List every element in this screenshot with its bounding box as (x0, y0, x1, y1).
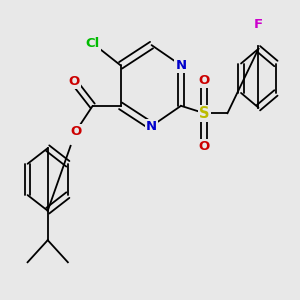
Text: S: S (199, 106, 209, 121)
Text: O: O (68, 75, 80, 88)
Text: O: O (199, 74, 210, 87)
Text: N: N (176, 59, 187, 72)
Text: F: F (254, 18, 263, 32)
Text: Cl: Cl (85, 37, 100, 50)
Text: N: N (146, 120, 157, 133)
Text: O: O (199, 140, 210, 153)
Text: O: O (70, 125, 81, 138)
